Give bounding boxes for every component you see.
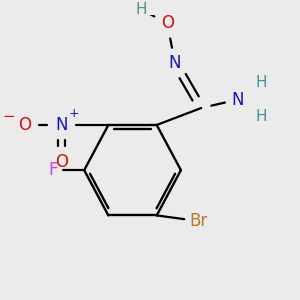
Text: −: − [3, 109, 15, 124]
Text: O: O [55, 153, 68, 171]
Text: H: H [256, 75, 267, 90]
Text: Br: Br [189, 212, 208, 230]
Text: F: F [48, 161, 58, 179]
Text: O: O [18, 116, 31, 134]
Text: O: O [161, 14, 174, 32]
Text: H: H [135, 2, 147, 17]
Text: H: H [256, 109, 267, 124]
Text: N: N [55, 116, 68, 134]
Text: N: N [232, 91, 244, 109]
Text: +: + [69, 107, 80, 120]
Text: N: N [169, 54, 181, 72]
